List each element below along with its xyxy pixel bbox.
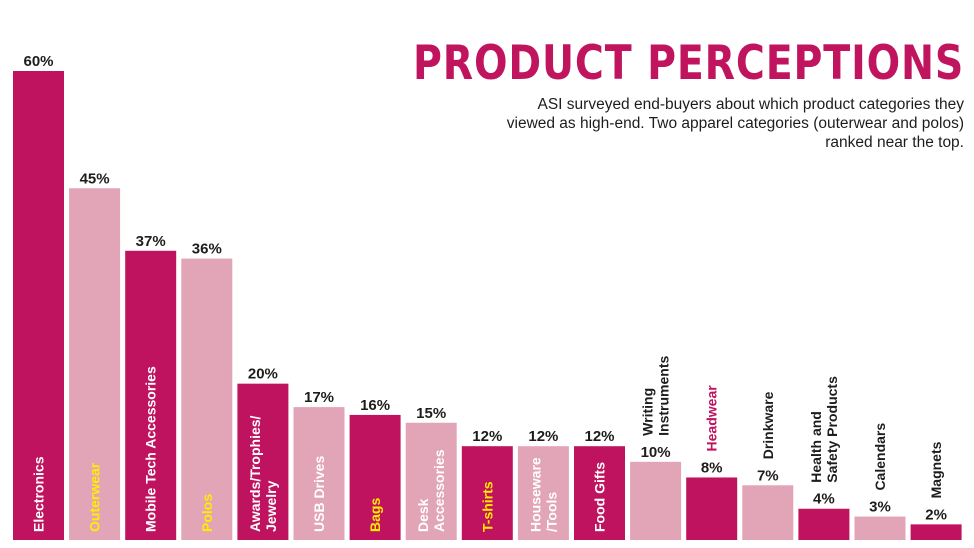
value-label-magnets: 2%	[925, 506, 947, 523]
category-label-line: Calendars	[872, 423, 888, 491]
value-label-mobile-tech-accessories: 37%	[136, 233, 166, 250]
category-label-electronics: Electronics	[31, 456, 47, 532]
category-label-line: USB Drives	[311, 456, 327, 532]
value-label-polos: 36%	[192, 241, 222, 258]
bar-mobile-tech-accessories	[125, 250, 177, 541]
category-label-line: Electronics	[31, 456, 47, 532]
category-label-mobile-tech-accessories: Mobile Tech Accessories	[143, 366, 159, 532]
chart-title: PRODUCT PERCEPTIONS	[412, 36, 964, 91]
category-label-line: Houseware	[527, 457, 543, 532]
value-label-electronics: 60%	[23, 53, 53, 70]
value-label-writing-instruments: 10%	[641, 444, 671, 461]
category-label-calendars: Calendars	[872, 423, 888, 491]
category-label-line: Bags	[367, 498, 383, 532]
category-label-magnets: Magnets	[928, 441, 944, 498]
bar-health-and-safety-products	[798, 508, 850, 540]
bar-usb-drives	[293, 407, 345, 540]
category-label-line: Instruments	[656, 355, 672, 435]
category-label-line: Jewelry	[263, 480, 279, 532]
category-label-line: Safety Products	[824, 376, 840, 483]
category-label-headwear: Headwear	[704, 385, 720, 452]
category-label-desk-accessories: DeskAccessories	[415, 449, 447, 532]
bar-desk-accessories	[405, 422, 457, 540]
category-label-line: Food Gifts	[592, 462, 608, 532]
category-label-line: Accessories	[431, 449, 447, 532]
category-label-houseware-tools: Houseware/Tools	[527, 457, 559, 532]
bar-houseware-tools	[517, 446, 569, 540]
category-label-line: Polos	[199, 494, 215, 532]
category-label-line: Health and	[808, 411, 824, 483]
value-label-headwear: 8%	[701, 459, 723, 476]
value-label-drinkware: 7%	[757, 467, 779, 484]
category-label-health-and-safety-products: Health andSafety Products	[808, 376, 840, 483]
value-label-awards-trophies-jewelry: 20%	[248, 366, 278, 383]
category-label-drinkware: Drinkware	[760, 391, 776, 459]
value-label-usb-drives: 17%	[304, 389, 334, 406]
bar-drinkware	[742, 485, 794, 540]
category-label-polos: Polos	[199, 494, 215, 532]
bar-awards-trophies-jewelry	[237, 383, 289, 540]
value-label-houseware-tools: 12%	[528, 428, 558, 445]
bar-writing-instruments	[630, 461, 682, 540]
bar-headwear	[686, 477, 738, 540]
bar-calendars	[854, 516, 906, 540]
category-label-line: T-shirts	[479, 481, 495, 532]
bar-outerwear	[69, 188, 121, 540]
category-label-awards-trophies-jewelry: Awards/Trophies/Jewelry	[247, 415, 279, 532]
bar-magnets	[910, 524, 962, 540]
value-label-food-gifts: 12%	[584, 428, 614, 445]
value-label-health-and-safety-products: 4%	[813, 491, 835, 508]
category-label-line: Magnets	[928, 441, 944, 498]
chart-subtitle: ASI surveyed end-buyers about which prod…	[506, 96, 964, 151]
category-label-t-shirts: T-shirts	[479, 481, 495, 532]
value-label-calendars: 3%	[869, 499, 891, 516]
category-label-line: Awards/Trophies/	[247, 415, 263, 532]
bar-polos	[181, 258, 233, 540]
value-label-t-shirts: 12%	[472, 428, 502, 445]
bar-food-gifts	[574, 446, 625, 540]
category-label-bags: Bags	[367, 498, 383, 532]
category-label-line: Mobile Tech Accessories	[143, 366, 159, 532]
category-label-food-gifts: Food Gifts	[592, 462, 608, 532]
category-label-usb-drives: USB Drives	[311, 456, 327, 532]
category-label-line: /Tools	[543, 492, 559, 532]
value-label-outerwear: 45%	[80, 170, 110, 187]
category-label-line: Headwear	[704, 385, 720, 452]
value-label-bags: 16%	[360, 397, 390, 414]
category-label-line: Drinkware	[760, 391, 776, 459]
bar-electronics	[13, 71, 64, 540]
category-label-writing-instruments: WritingInstruments	[640, 355, 672, 435]
bar-bags	[349, 414, 401, 540]
category-label-line: Writing	[640, 388, 656, 436]
value-label-desk-accessories: 15%	[416, 405, 446, 422]
category-label-line: Outerwear	[87, 462, 103, 532]
category-label-line: Desk	[415, 498, 431, 532]
category-label-outerwear: Outerwear	[87, 462, 103, 532]
bar-t-shirts	[461, 446, 513, 540]
